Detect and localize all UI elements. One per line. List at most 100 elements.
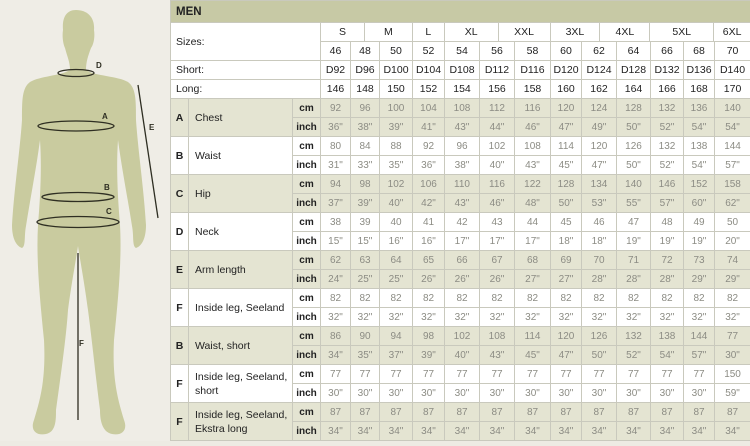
measurement-letter: C <box>171 175 189 213</box>
long-size: 146 <box>321 80 351 99</box>
inch-value: 34" <box>413 422 445 441</box>
long-size: 156 <box>480 80 515 99</box>
inch-value: 34" <box>351 422 380 441</box>
long-size: 158 <box>515 80 551 99</box>
long-size: 162 <box>582 80 617 99</box>
cm-value: 102 <box>380 175 413 194</box>
cm-value: 108 <box>515 137 551 156</box>
inch-value: 53" <box>582 194 617 213</box>
inch-value: 34" <box>551 422 582 441</box>
long-size: 148 <box>351 80 380 99</box>
unit-inch: inch <box>293 118 321 137</box>
size-name: L <box>413 23 445 41</box>
inch-value: 57" <box>684 346 715 365</box>
short-size: D128 <box>617 61 651 80</box>
inch-value: 34" <box>715 422 750 441</box>
short-size: D92 <box>321 61 351 80</box>
cm-value: 87 <box>651 403 684 422</box>
inch-value: 52" <box>617 346 651 365</box>
cm-value: 94 <box>321 175 351 194</box>
measurement-name: Neck <box>189 213 293 251</box>
inch-value: 42" <box>413 194 445 213</box>
inch-value: 46" <box>480 194 515 213</box>
inch-value: 30" <box>617 384 651 403</box>
inch-value: 43" <box>480 346 515 365</box>
cm-value: 45 <box>551 213 582 232</box>
inch-value: 32" <box>651 308 684 327</box>
cm-value: 92 <box>413 137 445 156</box>
inch-value: 35" <box>351 346 380 365</box>
cm-value: 82 <box>617 289 651 308</box>
long-size: 152 <box>413 80 445 99</box>
measurement-letter: F <box>171 403 189 441</box>
cm-value: 134 <box>582 175 617 194</box>
size-number: 62 <box>582 42 617 61</box>
measurement-name: Inside leg, Seeland, Ekstra long <box>189 403 293 441</box>
inch-value: 43" <box>445 194 480 213</box>
inch-value: 19" <box>684 232 715 251</box>
inch-value: 50" <box>551 194 582 213</box>
cm-value: 82 <box>480 289 515 308</box>
cm-value: 48 <box>651 213 684 232</box>
inch-value: 50" <box>617 118 651 137</box>
cm-value: 71 <box>617 251 651 270</box>
inch-value: 45" <box>515 346 551 365</box>
cm-value: 82 <box>321 289 351 308</box>
inch-value: 30" <box>515 384 551 403</box>
cm-value: 41 <box>413 213 445 232</box>
cm-value: 82 <box>413 289 445 308</box>
short-size: D116 <box>515 61 551 80</box>
inch-value: 32" <box>380 308 413 327</box>
inch-value: 36" <box>321 118 351 137</box>
cm-value: 132 <box>617 327 651 346</box>
inch-value: 18" <box>582 232 617 251</box>
short-size: D112 <box>480 61 515 80</box>
inch-value: 24" <box>321 270 351 289</box>
long-size: 164 <box>617 80 651 99</box>
inch-value: 34" <box>321 422 351 441</box>
inch-value: 34" <box>582 422 617 441</box>
cm-value: 72 <box>651 251 684 270</box>
cm-value: 88 <box>380 137 413 156</box>
inch-value: 15" <box>351 232 380 251</box>
cm-value: 87 <box>582 403 617 422</box>
inch-value: 54" <box>684 118 715 137</box>
cm-value: 87 <box>684 403 715 422</box>
inch-value: 17" <box>515 232 551 251</box>
cm-value: 126 <box>582 327 617 346</box>
inch-value: 54" <box>651 346 684 365</box>
cm-value: 87 <box>715 403 750 422</box>
inch-value: 30" <box>582 384 617 403</box>
cm-value: 77 <box>380 365 413 384</box>
cm-value: 126 <box>617 137 651 156</box>
inch-value: 29" <box>684 270 715 289</box>
size-name: 3XL <box>551 23 601 41</box>
cm-value: 108 <box>445 99 480 118</box>
inch-value: 59" <box>715 384 750 403</box>
inch-value: 26" <box>413 270 445 289</box>
inch-value: 19" <box>617 232 651 251</box>
unit-cm: cm <box>293 137 321 156</box>
inch-value: 32" <box>617 308 651 327</box>
cm-value: 82 <box>684 289 715 308</box>
unit-inch: inch <box>293 308 321 327</box>
inch-value: 32" <box>413 308 445 327</box>
inch-value: 20" <box>715 232 750 251</box>
cm-value: 63 <box>351 251 380 270</box>
unit-cm: cm <box>293 251 321 270</box>
inch-value: 50" <box>582 346 617 365</box>
inch-value: 54" <box>684 156 715 175</box>
inch-value: 50" <box>617 156 651 175</box>
measurement-letter: F <box>171 289 189 327</box>
measurement-name: Arm length <box>189 251 293 289</box>
cm-value: 82 <box>351 289 380 308</box>
measurement-letter: F <box>171 365 189 403</box>
inch-value: 38" <box>445 156 480 175</box>
inch-value: 57" <box>651 194 684 213</box>
short-size: D108 <box>445 61 480 80</box>
